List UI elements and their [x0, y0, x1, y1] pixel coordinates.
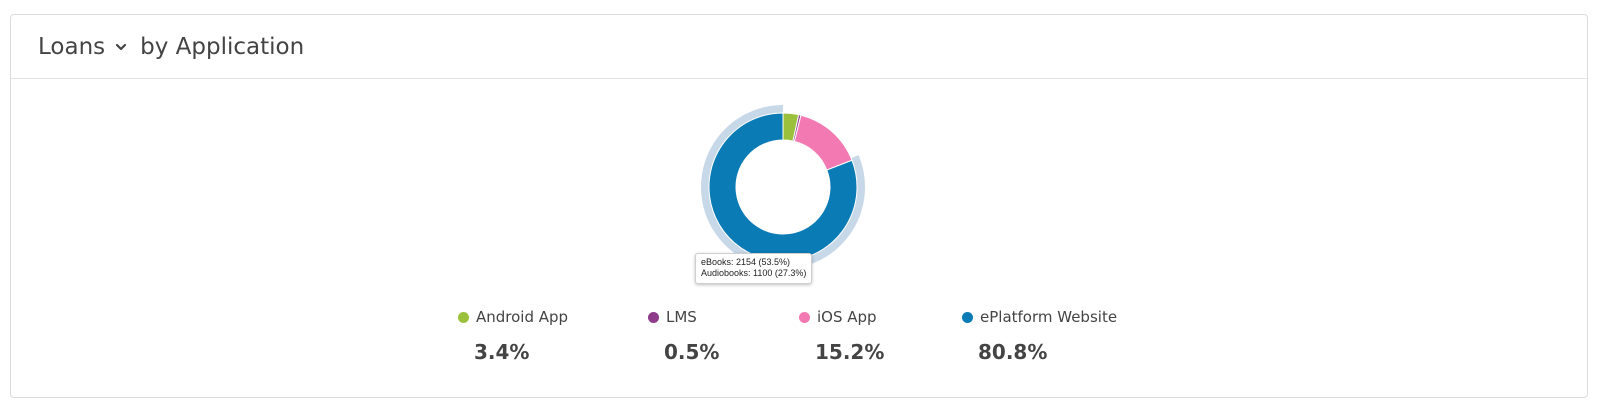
chart-legend: Android App 3.4% LMS 0.5% iOS App 15.2% … [0, 307, 1600, 377]
tooltip-line-ebooks: eBooks: 2154 (53.5%) [701, 257, 791, 267]
panel-header: Loans by Application [11, 15, 1587, 79]
legend-label: LMS [666, 308, 697, 326]
donut-chart-svg [701, 105, 865, 269]
legend-value: 80.8% [978, 340, 1048, 364]
donut-slice-ios-app[interactable] [793, 114, 853, 171]
eplatform-dot-icon [962, 311, 973, 323]
chart-tooltip: eBooks: 2154 (53.5%) Audiobooks: 1100 (2… [695, 253, 813, 284]
metric-label: Loans [38, 33, 106, 60]
loans-by-application-panel: Loans by Application [10, 14, 1588, 398]
legend-label: iOS App [817, 308, 877, 326]
legend-value: 15.2% [815, 340, 885, 364]
legend-value: 0.5% [664, 340, 720, 364]
legend-item-eplatform[interactable]: ePlatform Website 80.8% [962, 307, 1118, 364]
lms-dot-icon [648, 311, 659, 323]
donut-slice-eplatform-website[interactable] [708, 112, 858, 262]
legend-item-ios[interactable]: iOS App 15.2% [799, 307, 884, 364]
legend-label: ePlatform Website [980, 308, 1118, 326]
donut-chart [688, 92, 878, 282]
android-dot-icon [458, 311, 469, 323]
legend-item-lms[interactable]: LMS 0.5% [648, 307, 719, 364]
chevron-down-icon [116, 43, 127, 50]
ios-dot-icon [799, 311, 810, 323]
legend-item-android[interactable]: Android App 3.4% [458, 307, 569, 364]
tooltip-line-audiobooks: Audiobooks: 1100 (27.3%) [701, 268, 807, 278]
metric-dropdown[interactable]: Loans [38, 34, 140, 60]
legend-label: Android App [476, 308, 569, 326]
legend-value: 3.4% [474, 340, 530, 364]
panel-title: by Application [140, 33, 305, 60]
